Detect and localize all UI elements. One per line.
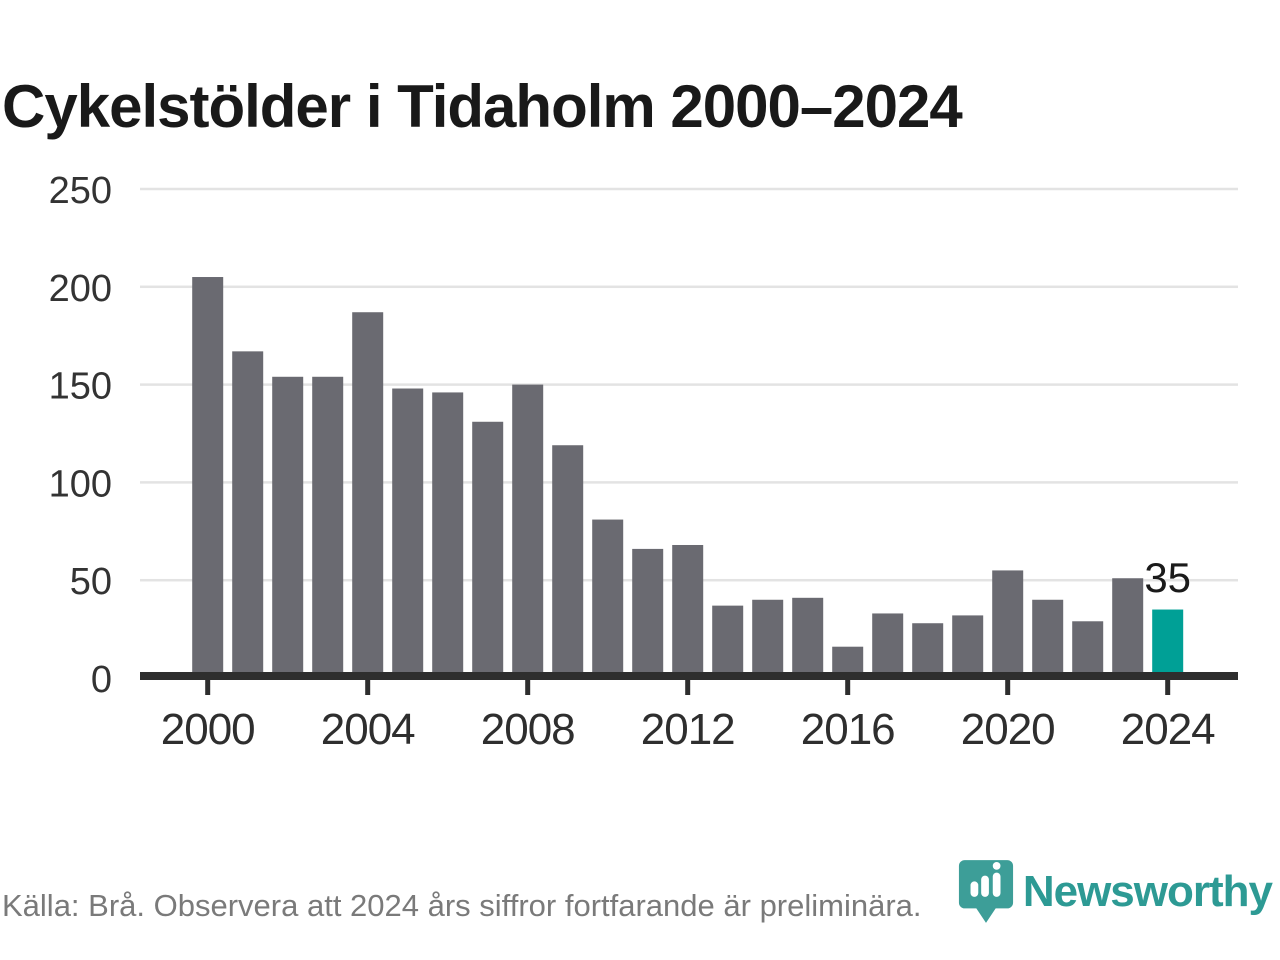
x-axis-label-2000: 2000 bbox=[161, 705, 255, 754]
source-note: Källa: Brå. Observera att 2024 års siffr… bbox=[2, 888, 922, 923]
y-axis-label-0: 0 bbox=[91, 659, 112, 701]
bar-2009 bbox=[552, 445, 584, 680]
bar-2023 bbox=[1112, 578, 1144, 680]
bar-2019 bbox=[952, 615, 984, 680]
bar-2008 bbox=[512, 384, 544, 680]
bar-2007 bbox=[472, 421, 504, 680]
x-tick-2020 bbox=[1005, 680, 1011, 695]
y-axis-label-100: 100 bbox=[49, 463, 112, 505]
bar-chart: 0 50 100 150 200 250 2000 2004 2008 2012 2016 2020 2… bbox=[49, 170, 1238, 754]
bar-2022 bbox=[1072, 621, 1104, 680]
x-tick-2008 bbox=[525, 680, 531, 695]
newsworthy-logo-text: Newsworthy bbox=[1022, 867, 1273, 916]
bar-2003 bbox=[312, 376, 344, 680]
x-axis-label-2004: 2004 bbox=[321, 705, 415, 754]
bar-2021 bbox=[1032, 599, 1064, 680]
x-axis-label-2012: 2012 bbox=[641, 705, 735, 754]
bar-2018 bbox=[912, 623, 944, 680]
bar-2014 bbox=[752, 599, 784, 680]
bar-2015 bbox=[792, 597, 824, 680]
y-axis-label-250: 250 bbox=[49, 170, 112, 212]
bar-2001 bbox=[232, 351, 264, 680]
x-axis-label-2016: 2016 bbox=[801, 705, 895, 754]
x-tick-2016 bbox=[845, 680, 851, 695]
x-axis-line bbox=[140, 672, 1238, 680]
bar-2013 bbox=[712, 605, 744, 680]
y-axis-label-50: 50 bbox=[70, 561, 112, 603]
bar-2006 bbox=[432, 392, 464, 680]
x-tick-2004 bbox=[365, 680, 371, 695]
x-axis-label-2020: 2020 bbox=[961, 705, 1055, 754]
x-tick-2024 bbox=[1165, 680, 1171, 695]
bar-2000 bbox=[192, 277, 224, 680]
bar-2011 bbox=[632, 548, 664, 680]
page-title: Cykelstölder i Tidaholm 2000–2024 bbox=[2, 73, 963, 141]
bar-2002 bbox=[272, 376, 304, 680]
y-axis-label-150: 150 bbox=[49, 366, 112, 408]
bar-2024 bbox=[1152, 609, 1184, 680]
bar-2012 bbox=[672, 544, 704, 680]
y-axis-label-200: 200 bbox=[49, 268, 112, 310]
x-tick-2012 bbox=[685, 680, 691, 695]
gridline-100 bbox=[140, 481, 1238, 484]
bar-2020 bbox=[992, 570, 1024, 680]
gridline-200 bbox=[140, 285, 1238, 289]
gridline-250 bbox=[140, 187, 1238, 191]
newsworthy-pin-icon bbox=[958, 860, 1013, 923]
x-axis-label-2008: 2008 bbox=[481, 705, 575, 754]
x-axis-label-2024: 2024 bbox=[1121, 705, 1215, 754]
bar-2010 bbox=[592, 519, 624, 680]
bar-2004 bbox=[352, 312, 384, 680]
newsworthy-logo: Newsworthy bbox=[957, 858, 1273, 926]
x-tick-2000 bbox=[205, 680, 211, 695]
bar-2005 bbox=[392, 388, 424, 680]
value-label-2024: 35 bbox=[1144, 554, 1191, 601]
gridline-150 bbox=[140, 383, 1238, 386]
bar-2017 bbox=[872, 613, 904, 680]
